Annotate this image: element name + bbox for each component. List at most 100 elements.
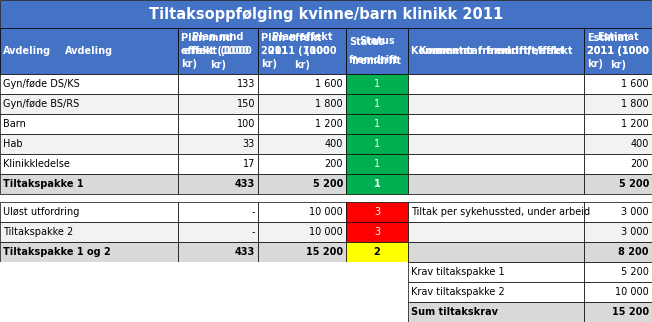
Text: 1: 1 bbox=[374, 159, 380, 169]
Text: 10 000: 10 000 bbox=[309, 207, 343, 217]
Bar bbox=[346, 28, 408, 74]
Text: kr): kr) bbox=[610, 60, 626, 70]
Bar bbox=[0, 262, 178, 282]
Bar bbox=[258, 174, 346, 194]
Text: 10 000: 10 000 bbox=[615, 287, 649, 297]
Bar bbox=[178, 302, 258, 322]
Bar bbox=[346, 242, 408, 262]
Text: Klinikkledelse: Klinikkledelse bbox=[3, 159, 70, 169]
Text: 1 600: 1 600 bbox=[316, 79, 343, 89]
Text: fremdrift: fremdrift bbox=[352, 56, 402, 66]
Bar bbox=[584, 174, 652, 194]
Text: -: - bbox=[252, 207, 255, 217]
Bar bbox=[0, 94, 178, 114]
Text: effekt (1000: effekt (1000 bbox=[184, 46, 252, 56]
Text: 3 000: 3 000 bbox=[621, 207, 649, 217]
Text: 2011 (1000: 2011 (1000 bbox=[587, 46, 649, 56]
Text: Tiltakspakke 1: Tiltakspakke 1 bbox=[3, 179, 83, 189]
Bar bbox=[584, 74, 652, 94]
Text: 1: 1 bbox=[374, 119, 380, 129]
Bar bbox=[258, 302, 346, 322]
Text: Tiltaksoppfølging kvinne/barn klinikk 2011: Tiltaksoppfølging kvinne/barn klinikk 20… bbox=[149, 6, 503, 22]
Bar bbox=[0, 242, 178, 262]
Bar bbox=[0, 114, 178, 134]
Bar bbox=[258, 114, 346, 134]
Text: Tiltakspakke 2: Tiltakspakke 2 bbox=[3, 227, 73, 237]
Text: kr): kr) bbox=[210, 60, 226, 70]
Text: 3: 3 bbox=[374, 227, 380, 237]
Bar bbox=[178, 28, 258, 74]
Text: Gyn/føde BS/RS: Gyn/føde BS/RS bbox=[3, 99, 80, 109]
Bar bbox=[584, 202, 652, 222]
Bar bbox=[346, 174, 408, 194]
Bar bbox=[0, 28, 178, 74]
Text: 1 800: 1 800 bbox=[621, 99, 649, 109]
Text: Estimat: Estimat bbox=[587, 33, 629, 43]
Bar bbox=[178, 28, 258, 74]
Text: Status: Status bbox=[359, 36, 395, 46]
Bar bbox=[0, 134, 178, 154]
Bar bbox=[0, 222, 178, 242]
Text: 2: 2 bbox=[374, 247, 380, 257]
Bar bbox=[346, 28, 408, 74]
Bar bbox=[178, 94, 258, 114]
Text: kr): kr) bbox=[587, 59, 603, 69]
Text: kr): kr) bbox=[261, 59, 277, 69]
Text: 133: 133 bbox=[237, 79, 255, 89]
Bar bbox=[178, 262, 258, 282]
Bar bbox=[346, 74, 408, 94]
Bar bbox=[584, 114, 652, 134]
Bar bbox=[178, 114, 258, 134]
Text: effekt (1000: effekt (1000 bbox=[181, 46, 249, 56]
Text: 200: 200 bbox=[325, 159, 343, 169]
Bar bbox=[178, 282, 258, 302]
Bar bbox=[408, 114, 584, 134]
Bar bbox=[258, 28, 346, 74]
Bar bbox=[584, 28, 652, 74]
Bar bbox=[258, 262, 346, 282]
Bar bbox=[584, 242, 652, 262]
Text: 10 000: 10 000 bbox=[309, 227, 343, 237]
Bar bbox=[346, 154, 408, 174]
Text: 1: 1 bbox=[374, 139, 380, 149]
Bar bbox=[408, 222, 584, 242]
Bar bbox=[346, 282, 408, 302]
Bar bbox=[408, 28, 584, 74]
Text: 3: 3 bbox=[374, 207, 380, 217]
Bar bbox=[258, 242, 346, 262]
Text: Kommentar fremdrift/effekt: Kommentar fremdrift/effekt bbox=[411, 46, 565, 56]
Bar bbox=[408, 242, 584, 262]
Text: Avdeling: Avdeling bbox=[65, 46, 113, 56]
Bar bbox=[258, 222, 346, 242]
Bar bbox=[346, 114, 408, 134]
Bar bbox=[258, 282, 346, 302]
Bar bbox=[408, 202, 584, 222]
Text: 1 200: 1 200 bbox=[621, 119, 649, 129]
Text: 2011 (1000: 2011 (1000 bbox=[587, 46, 649, 56]
Bar bbox=[0, 202, 178, 222]
Text: Avdeling: Avdeling bbox=[3, 46, 51, 56]
Bar bbox=[178, 242, 258, 262]
Bar bbox=[0, 0, 652, 28]
Text: 1 800: 1 800 bbox=[316, 99, 343, 109]
Text: Hab: Hab bbox=[3, 139, 23, 149]
Text: 1 600: 1 600 bbox=[621, 79, 649, 89]
Text: 2011   (1000: 2011 (1000 bbox=[268, 46, 336, 56]
Text: 433: 433 bbox=[235, 179, 255, 189]
Bar bbox=[0, 282, 178, 302]
Text: Plan effekt: Plan effekt bbox=[261, 33, 321, 43]
Bar bbox=[178, 222, 258, 242]
Bar bbox=[584, 282, 652, 302]
Text: Uløst utfordring: Uløst utfordring bbox=[3, 207, 80, 217]
Text: 15 200: 15 200 bbox=[306, 247, 343, 257]
Text: 400: 400 bbox=[630, 139, 649, 149]
Text: Plan mnd: Plan mnd bbox=[192, 32, 244, 42]
Bar bbox=[584, 262, 652, 282]
Text: 1: 1 bbox=[374, 179, 380, 189]
Bar bbox=[178, 202, 258, 222]
Text: 5 200: 5 200 bbox=[312, 179, 343, 189]
Bar bbox=[178, 74, 258, 94]
Text: 17: 17 bbox=[243, 159, 255, 169]
Text: Plan effekt: Plan effekt bbox=[272, 32, 333, 42]
Bar bbox=[584, 134, 652, 154]
